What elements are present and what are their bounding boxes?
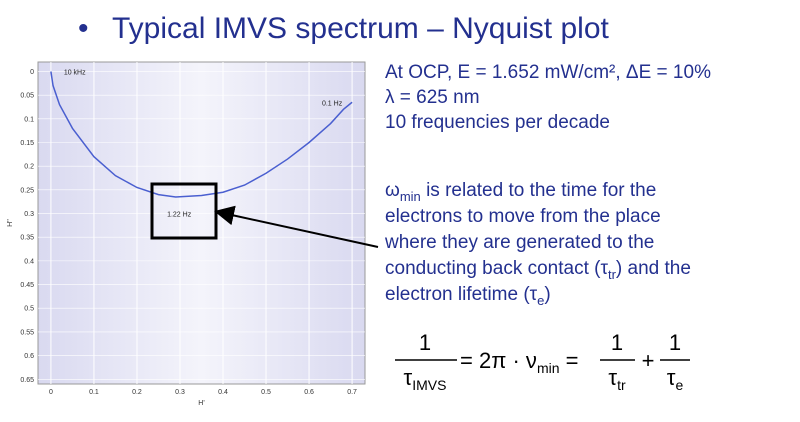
x-tick-label: 0.5 [261,389,271,396]
equation: 1 τIMVS = 2π · νmin = 1 τtr + 1 τe [395,330,690,393]
info-line: At OCP, E = 1.652 mW/cm², ΔE = 10% [385,62,711,83]
eq-num: 1 [611,330,623,355]
info: At OCP, E = 1.652 mW/cm², ΔE = 10% λ = 62… [385,62,711,133]
y-tick-label: 0.35 [20,235,34,242]
slide-title: Typical IMVS spectrum – Nyquist plot [112,12,610,45]
description-line: ωmin is related to the time for the [385,180,656,204]
description-line: electron lifetime (τe) [385,284,551,308]
eq-mid: = 2π · νmin = [460,348,578,376]
description-line: electrons to move from the place [385,206,661,227]
description-line: where they are generated to the [384,232,654,253]
x-tick-label: 0.3 [175,389,185,396]
subscript: tr [608,267,617,282]
text-run: ω [385,180,400,201]
text-run: ) and the [616,258,691,279]
chart: 0 0.1 0.2 0.3 0.4 0.5 0.6 0.7 0 0.05 0.1 0.15 0.2 0.2… [7,62,365,407]
plot-area [37,61,366,385]
eq-mid-text: = [560,348,579,373]
description-line: conducting back contact (τtr) and the [385,258,691,282]
eq-sub: min [537,360,560,376]
y-tick-label: 0.5 [24,306,34,313]
eq-sub: tr [617,377,626,393]
x-tick-label: 0 [49,389,53,396]
text-run: electrons to move from the place [385,206,661,227]
eq-tau: τ [404,365,413,390]
arrow [214,205,379,248]
x-tick-label: 0.2 [132,389,142,396]
y-tick-label: 0.3 [24,211,34,218]
y-tick-label: 0.1 [24,116,34,123]
y-axis-label: H'' [7,219,14,227]
eq-plus: + [642,348,655,373]
annotation: 10 kHz [64,69,86,76]
eq-mid-text: = 2π · ν [460,348,537,373]
y-tick-label: 0.65 [20,377,34,384]
eq-sub: IMVS [412,377,446,393]
text-run: ) [544,284,550,305]
eq-sub: e [675,377,683,393]
info-line: λ = 625 nm [385,87,480,108]
annotation: 0.1 Hz [322,100,343,107]
y-tick-label: 0 [30,69,34,76]
text-run: is related to the time for the [421,180,657,201]
y-tick-label: 0.6 [24,353,34,360]
y-tick-label: 0.4 [24,258,34,265]
eq-den: τtr [608,365,626,393]
y-tick-label: 0.15 [20,140,34,147]
eq-den: τIMVS [404,365,447,393]
info-line: 10 frequencies per decade [385,112,610,133]
subscript: min [400,189,421,204]
description: ωmin is related to the time for theelect… [384,180,691,308]
data-line [50,71,353,198]
eq-num: 1 [419,330,431,355]
annotation: 1.22 Hz [167,212,192,219]
x-tick-label: 0.7 [347,389,357,396]
eq-num: 1 [669,330,681,355]
x-tick-label: 0.1 [89,389,99,396]
eq-tau: τ [608,365,617,390]
text-run: where they are generated to the [384,232,654,253]
text-run: electron lifetime (τ [385,284,538,305]
eq-tau: τ [667,365,676,390]
y-tick-label: 0.45 [20,282,34,289]
bullet: • [78,12,89,45]
x-tick-label: 0.6 [304,389,314,396]
y-tick-label: 0.05 [20,93,34,100]
subscript: e [537,293,544,308]
y-tick-label: 0.25 [20,187,34,194]
text-run: conducting back contact (τ [385,258,608,279]
x-axis-label: H' [198,400,204,407]
y-tick-label: 0.2 [24,164,34,171]
x-tick-label: 0.4 [218,389,228,396]
eq-den: τe [667,365,684,393]
y-tick-label: 0.55 [20,329,34,336]
